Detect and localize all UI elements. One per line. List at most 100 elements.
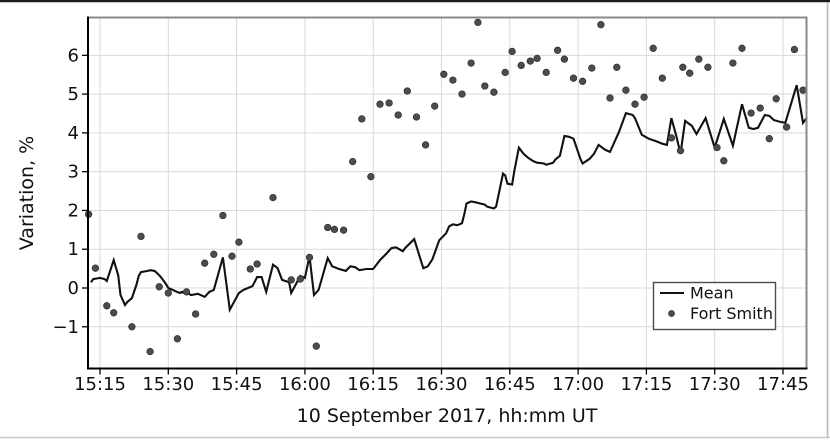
fort-smith-point [219, 211, 227, 220]
fort-smith-point [782, 123, 791, 131]
fort-smith-point [481, 82, 489, 90]
fort-smith-point [339, 226, 348, 234]
fort-smith-point [191, 310, 200, 318]
fort-smith-point [376, 100, 384, 108]
fort-smith-point [182, 288, 191, 296]
fort-smith-point [508, 47, 516, 56]
fort-smith-point [449, 76, 457, 84]
fort-smith-point [103, 302, 111, 310]
x-tick-label: 15:30 [142, 374, 194, 395]
fort-smith-point [431, 102, 439, 110]
fort-smith-point [228, 252, 236, 260]
fort-smith-point [246, 265, 254, 273]
x-tick-label: 17:00 [552, 374, 604, 395]
fort-smith-point [756, 104, 764, 112]
fort-smith-point [440, 70, 448, 78]
y-tick-label: 0 [68, 278, 79, 299]
fort-smith-point [517, 61, 525, 70]
fort-smith-point [533, 54, 541, 63]
fort-smith-point [146, 347, 154, 356]
x-tick-label: 16:00 [279, 374, 331, 395]
x-tick-label: 17:45 [757, 374, 809, 395]
legend-dot-sample [668, 310, 675, 317]
fort-smith-point [613, 63, 621, 71]
y-tick-label: 1 [68, 239, 79, 260]
fort-smith-point [720, 157, 728, 165]
y-tick-label: 5 [68, 84, 79, 105]
fort-smith-point [578, 77, 587, 85]
fort-smith-point [358, 115, 366, 123]
fort-smith-point [312, 342, 320, 350]
legend-label-fort-smith: Fort Smith [690, 304, 773, 323]
mean-line [90, 84, 808, 314]
fort-smith-point [676, 147, 685, 155]
y-tick-label: 3 [68, 162, 79, 183]
fort-smith-point [631, 100, 639, 108]
fort-smith-point [467, 59, 475, 67]
fort-smith-point [569, 74, 578, 82]
fort-smith-point [704, 63, 712, 71]
fort-smith-point [403, 87, 411, 95]
fort-smith-point [296, 275, 304, 283]
x-tick-label: 15:15 [74, 374, 126, 395]
x-tick-label: 17:15 [620, 374, 672, 395]
fort-smith-point [667, 134, 676, 142]
fort-smith-point [173, 335, 182, 343]
x-tick-label: 16:15 [347, 374, 399, 395]
fort-smith-point [588, 64, 596, 72]
fort-smith-point [790, 45, 799, 54]
fort-smith-point [729, 59, 737, 67]
fort-smith-point [349, 157, 357, 166]
fort-smith-point [210, 250, 218, 258]
y-tick-label: 4 [68, 123, 79, 144]
x-tick-label: 17:30 [689, 374, 741, 395]
fort-smith-point [640, 93, 648, 101]
fort-smith-point [235, 238, 243, 246]
fort-smith-point [269, 193, 277, 202]
y-tick-label: 6 [68, 45, 79, 66]
fort-smith-point [649, 44, 657, 52]
fort-smith-point [110, 309, 118, 317]
x-tick-label: 15:45 [211, 374, 263, 395]
fort-smith-point [287, 276, 295, 284]
fort-smith-point [553, 46, 562, 54]
fort-smith-point [799, 86, 807, 94]
fort-smith-point [385, 99, 393, 107]
fort-smith-point [394, 111, 402, 119]
fort-smith-point [658, 74, 666, 82]
fort-smith-point [305, 253, 314, 262]
fort-smith-point [738, 44, 746, 52]
fort-smith-point [713, 143, 721, 152]
fort-smith-point [458, 90, 466, 98]
fort-smith-point [772, 95, 780, 103]
fort-smith-point [526, 57, 534, 65]
fort-smith-point [695, 55, 703, 63]
y-tick-label: 2 [68, 200, 79, 221]
fort-smith-point [164, 289, 172, 297]
fort-smith-point [490, 88, 498, 96]
fort-smith-point [155, 283, 163, 291]
legend: Mean Fort Smith [652, 281, 777, 331]
fort-smith-point [330, 225, 339, 234]
fort-smith-point [421, 141, 430, 149]
fort-smith-point [542, 68, 550, 77]
x-axis-label: 10 September 2017, hh:mm UT [297, 405, 598, 427]
plot-area: 15:15 15:30 15:45 16:00 16:15 16:30 16:45 17:00… [52, 17, 809, 395]
fort-smith-point [747, 109, 755, 117]
fort-smith-point [201, 259, 209, 267]
x-tick-label: 16:30 [416, 374, 468, 395]
legend-label-mean: Mean [690, 284, 734, 303]
fort-smith-point [606, 94, 614, 102]
legend-box [652, 281, 777, 331]
fort-smith-point [622, 86, 630, 94]
fort-smith-point [128, 323, 136, 331]
fort-smith-point [137, 232, 145, 241]
fort-smith-point [560, 55, 569, 63]
fort-smith-point [501, 68, 509, 77]
fort-smith-point [474, 18, 482, 27]
fort-smith-point [679, 63, 687, 71]
y-axis-label: Variation, % [16, 136, 38, 250]
x-tick-label: 16:45 [484, 374, 536, 395]
